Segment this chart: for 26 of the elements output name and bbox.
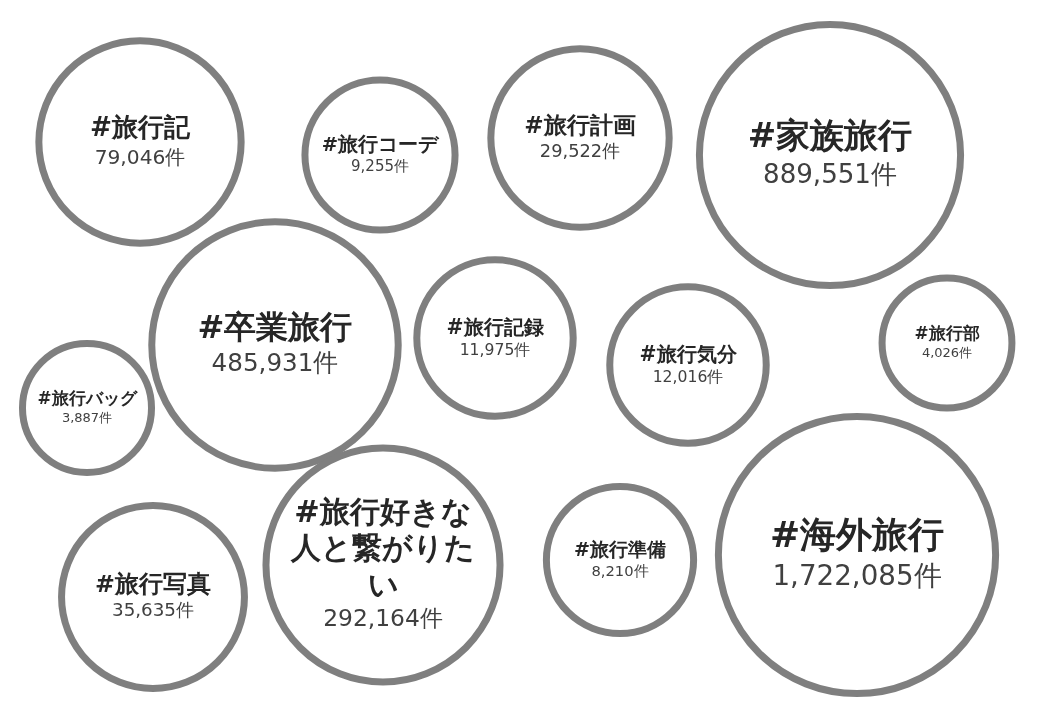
- category-label: #旅行好きな人と繋がりたい: [290, 493, 475, 602]
- data-label: 889,551件: [763, 158, 897, 189]
- category-label: #旅行部: [914, 323, 980, 344]
- data-label: 29,522件: [539, 139, 621, 161]
- data-label: 35,635件: [112, 599, 194, 621]
- data-label: 8,210件: [591, 561, 649, 579]
- data-label: 11,975件: [459, 339, 531, 359]
- data-label: 9,255件: [351, 156, 409, 175]
- category-label: #旅行コーデ: [321, 132, 441, 156]
- category-label: #旅行写真: [95, 569, 211, 598]
- data-label: 3,887件: [61, 409, 113, 425]
- category-label: #卒業旅行: [197, 307, 353, 346]
- category-label: #家族旅行: [747, 115, 913, 156]
- data-label: 1,722,085件: [772, 558, 942, 592]
- data-label: 485,931件: [211, 348, 339, 378]
- category-label: #旅行気分: [639, 341, 738, 366]
- category-label: #旅行記録: [446, 314, 544, 339]
- category-label: #旅行記: [89, 112, 192, 143]
- category-label: #旅行準備: [573, 537, 667, 561]
- category-label: #旅行バッグ: [37, 388, 138, 409]
- data-label: 12,016件: [652, 366, 724, 386]
- category-label: #旅行計画: [524, 110, 636, 138]
- data-label: 292,164件: [323, 604, 443, 633]
- data-label: 4,026件: [921, 344, 973, 360]
- category-label: #海外旅行: [769, 514, 945, 556]
- data-label: 79,046件: [94, 144, 186, 169]
